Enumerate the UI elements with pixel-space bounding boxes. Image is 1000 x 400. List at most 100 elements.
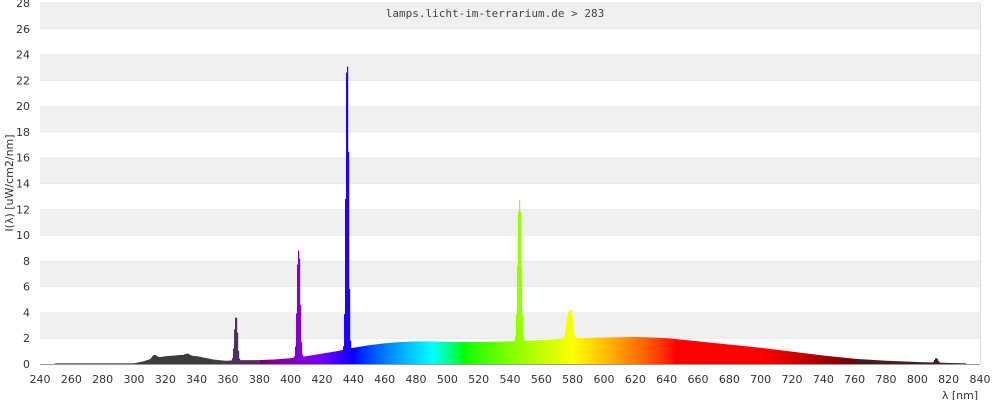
spectrum-bar: [317, 354, 319, 364]
spectrum-bar: [426, 341, 428, 364]
x-tick-label: 720: [782, 373, 803, 386]
spectrum-bar: [442, 341, 444, 364]
spectrum-bar: [329, 352, 331, 364]
spectrum-bar: [314, 354, 316, 364]
spectrum-bar: [586, 337, 588, 364]
spectrum-bar: [593, 337, 595, 364]
spectrum-bar: [391, 342, 393, 364]
spectrum-bar: [258, 360, 260, 364]
spectrum-bar: [108, 363, 110, 364]
spectrum-bar: [315, 354, 317, 364]
spectrum-bar: [494, 341, 496, 364]
spectrum-bar: [271, 359, 273, 364]
spectrum-bar: [347, 66, 349, 365]
spectrum-bar: [754, 347, 756, 364]
spectrum-bar: [905, 361, 907, 364]
spectrum-bar: [463, 342, 465, 364]
x-tick-label: 380: [249, 373, 270, 386]
spectrum-bar: [800, 352, 802, 364]
spectrum-bar: [512, 341, 514, 364]
spectrum-bar: [160, 356, 162, 364]
spectrum-bar: [923, 362, 925, 364]
spectrum-bar: [102, 363, 104, 364]
spectrum-bar: [636, 336, 638, 364]
spectrum-bar: [521, 267, 523, 364]
spectrum-bar: [456, 342, 458, 364]
spectrum-bar: [959, 363, 961, 364]
spectrum-bar: [918, 362, 920, 364]
spectrum-bar: [414, 341, 416, 364]
spectrum-bar: [395, 342, 397, 364]
spectrum-bar: [482, 341, 484, 364]
spectrum-bar: [591, 337, 593, 364]
spectrum-bar: [953, 363, 955, 364]
spectrum-bar: [910, 361, 912, 364]
spectrum-bar: [286, 358, 288, 364]
spectrum-bar: [202, 357, 204, 364]
spectrum-bar: [320, 353, 322, 364]
grid-band: [40, 28, 980, 55]
spectrum-bar: [109, 363, 111, 364]
spectrum-bar: [211, 359, 213, 364]
spectrum-bar: [809, 353, 811, 364]
spectrum-bar: [435, 341, 437, 364]
spectrum-bar: [216, 359, 218, 364]
x-tick-label: 740: [813, 373, 834, 386]
spectrum-bar: [943, 362, 945, 364]
spectrum-bar: [618, 337, 620, 364]
spectrum-bar: [491, 341, 493, 364]
spectrum-bar: [750, 346, 752, 364]
spectrum-bar: [727, 344, 729, 364]
spectrum-bar: [567, 314, 569, 364]
spectrum-bar: [947, 362, 949, 364]
spectrum-bar: [736, 345, 738, 364]
spectrum-bar: [866, 359, 868, 364]
spectrum-bar: [805, 353, 807, 364]
spectrum-bar: [538, 340, 540, 364]
spectrum-bar: [373, 344, 375, 364]
spectrum-bar: [584, 337, 586, 364]
spectrum-bar: [651, 337, 653, 364]
spectrum-bar: [680, 339, 682, 364]
spectrum-bar: [871, 359, 873, 364]
spectrum-bar: [726, 344, 728, 364]
spectrum-bar: [404, 341, 406, 364]
y-tick-label: 2: [23, 332, 30, 345]
spectrum-bar: [348, 151, 350, 364]
spectrum-bar: [277, 359, 279, 364]
chart-title: lamps.licht-im-terrarium.de > 283: [386, 7, 605, 20]
spectrum-bar: [885, 360, 887, 364]
spectrum-bar: [728, 344, 730, 364]
spectrum-bar: [903, 361, 905, 364]
spectrum-bar: [924, 362, 926, 364]
spectrum-bar: [323, 353, 325, 364]
spectrum-bar: [130, 363, 132, 364]
spectrum-bar: [672, 338, 674, 364]
spectrum-bar: [180, 354, 182, 364]
spectrum-bar: [122, 363, 124, 364]
spectrum-bar: [382, 343, 384, 364]
spectrum-bar: [336, 351, 338, 364]
spectrum-bar: [446, 342, 448, 364]
spectrum-bar: [891, 360, 893, 364]
spectrum-bar: [583, 337, 585, 364]
spectrum-bar: [640, 337, 642, 364]
spectrum-bar: [187, 353, 189, 364]
spectrum-bar: [350, 340, 352, 364]
x-tick-label: 820: [938, 373, 959, 386]
spectrum-bar: [937, 359, 939, 364]
spectrum-bar: [282, 358, 284, 364]
spectrum-bar: [176, 355, 178, 364]
spectrum-bar: [796, 352, 798, 364]
spectrum-bar: [816, 354, 818, 364]
spectrum-bar: [957, 363, 959, 364]
spectrum-bar: [932, 362, 934, 364]
spectrum-bar: [587, 337, 589, 364]
spectrum-bar: [88, 363, 90, 364]
spectrum-bar: [663, 338, 665, 364]
spectrum-bar: [246, 360, 248, 364]
spectrum-bar: [877, 360, 879, 364]
spectrum-bar: [675, 339, 677, 364]
spectrum-bar: [402, 341, 404, 364]
spectrum-bar: [175, 355, 177, 364]
